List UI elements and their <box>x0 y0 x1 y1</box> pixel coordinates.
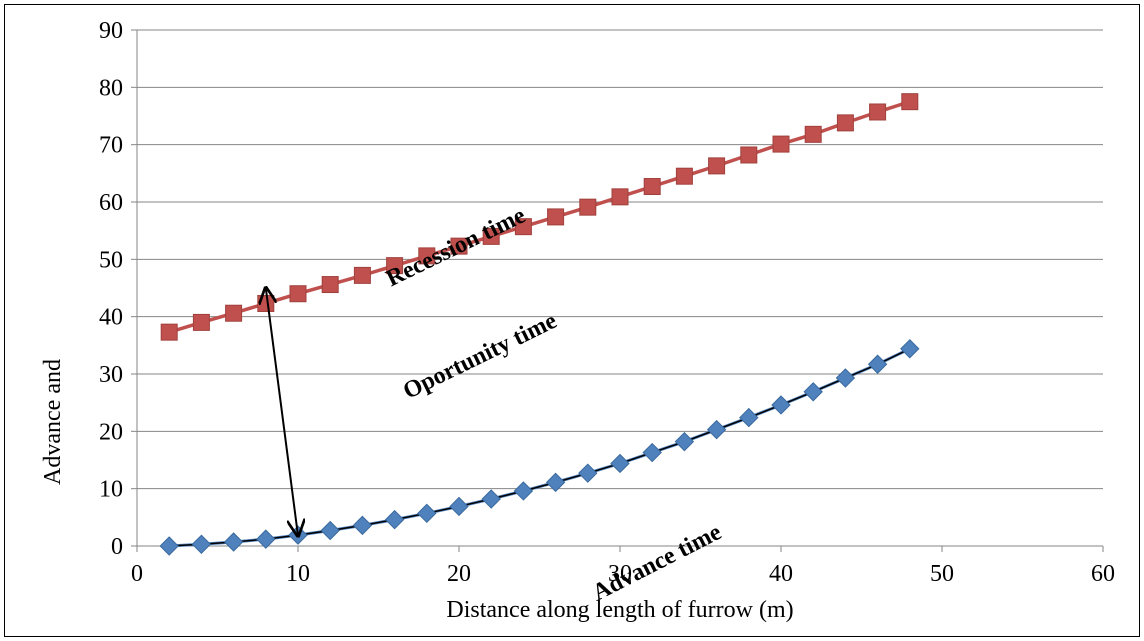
data-point-recession <box>772 135 790 153</box>
data-point-recession <box>643 178 661 196</box>
data-point-recession <box>257 294 275 312</box>
data-point-advance <box>545 472 566 493</box>
data-point-recession <box>386 257 404 275</box>
y-tick-label: 50 <box>99 247 123 273</box>
x-tick-label: 50 <box>930 561 954 587</box>
data-point-advance <box>642 442 662 463</box>
y-tick-label: 20 <box>99 419 123 445</box>
data-point-advance <box>384 509 405 530</box>
y-tick-label: 0 <box>111 534 123 560</box>
data-point-advance <box>867 354 888 374</box>
annotation-label: Oportunity time <box>399 308 561 405</box>
data-point-recession <box>740 146 758 164</box>
data-point-recession <box>579 198 597 216</box>
grid-lines <box>137 29 1103 490</box>
data-point-recession <box>160 323 178 341</box>
data-point-advance <box>256 529 276 549</box>
annotation-label: Recession time <box>382 202 530 292</box>
series-advance <box>159 339 920 556</box>
data-point-advance <box>320 520 340 541</box>
data-point-advance <box>352 515 373 536</box>
data-point-recession <box>611 188 629 206</box>
data-point-advance <box>803 382 823 402</box>
series-line-recession <box>168 100 911 334</box>
data-point-advance <box>223 532 244 552</box>
data-point-recession <box>514 218 532 236</box>
data-point-advance <box>159 536 179 556</box>
y-tick-label: 40 <box>99 305 123 331</box>
data-point-recession <box>901 93 919 111</box>
data-point-recession <box>869 103 887 121</box>
data-point-advance <box>417 503 437 524</box>
data-point-recession <box>418 247 436 265</box>
trendline-advance <box>169 348 911 547</box>
data-point-advance <box>481 489 501 509</box>
x-tick-label: 60 <box>1091 561 1115 587</box>
data-point-advance <box>771 395 791 415</box>
data-point-recession <box>708 157 726 175</box>
y-tick-label: 70 <box>99 133 123 159</box>
x-tick-label: 30 <box>608 561 632 587</box>
data-point-recession <box>482 227 500 245</box>
data-point-recession <box>289 285 307 303</box>
series-recession <box>160 93 919 341</box>
data-point-recession <box>836 114 854 132</box>
data-point-advance <box>578 463 598 483</box>
y-tick-label: 60 <box>99 190 123 216</box>
data-point-recession <box>547 208 565 226</box>
y-tick-label: 30 <box>99 362 123 388</box>
y-axis-title: Advance and <box>40 359 66 485</box>
x-tick-label: 0 <box>131 561 143 587</box>
data-point-recession <box>353 266 371 284</box>
data-point-recession <box>804 125 822 143</box>
data-point-advance <box>449 496 469 517</box>
x-tick-label: 40 <box>769 561 793 587</box>
x-tick-label: 20 <box>447 561 471 587</box>
data-point-advance <box>835 368 856 388</box>
data-point-recession <box>192 313 210 331</box>
x-axis-title: Distance along length of furrow (m) <box>446 597 793 623</box>
data-point-advance <box>513 481 534 501</box>
data-point-advance <box>739 407 759 428</box>
data-point-recession <box>450 237 468 255</box>
series-line-advance <box>169 347 911 548</box>
opportunity-arrow <box>266 288 298 536</box>
data-point-recession <box>675 167 693 185</box>
data-point-advance <box>900 339 920 359</box>
data-point-advance <box>674 431 695 452</box>
y-tick-label: 10 <box>99 477 123 503</box>
data-point-recession <box>225 304 243 322</box>
x-tick-label: 10 <box>286 561 310 587</box>
y-tick-label: 90 <box>99 18 123 44</box>
data-point-advance <box>706 419 727 440</box>
data-point-recession <box>321 276 339 294</box>
data-point-advance <box>610 453 630 474</box>
data-point-advance <box>191 534 212 554</box>
axes: 0 10 20 30 40 50 60 70 80 90 0 10 20 30 40 50 60 <box>99 18 1115 587</box>
y-tick-label: 80 <box>99 75 123 101</box>
